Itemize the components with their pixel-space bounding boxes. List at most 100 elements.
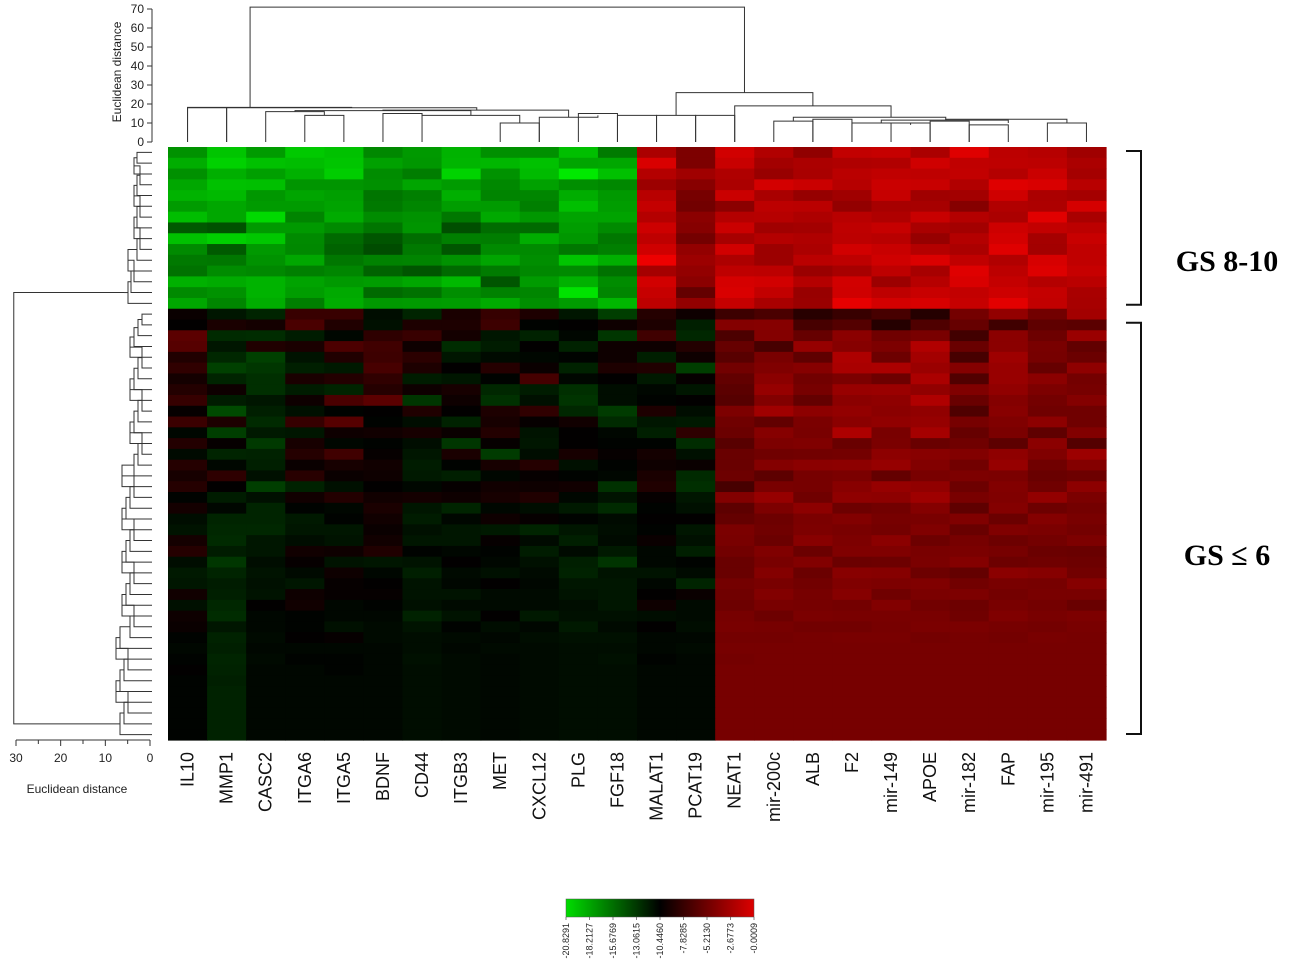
heatmap-cell xyxy=(285,686,325,698)
heatmap-cell xyxy=(676,599,716,612)
heatmap-cell xyxy=(715,578,755,590)
heatmap-cell xyxy=(871,330,912,342)
heatmap-cell xyxy=(246,664,286,676)
top-axis-tick-label: 60 xyxy=(131,21,145,35)
heatmap-cell xyxy=(988,545,1029,558)
heatmap-cell xyxy=(910,556,951,569)
heatmap-cell xyxy=(324,384,365,396)
heatmap-cell xyxy=(949,481,990,493)
heatmap-cell xyxy=(793,233,834,245)
heatmap-cell xyxy=(832,147,873,159)
heatmap-cell xyxy=(832,222,873,234)
heatmap-cell xyxy=(324,513,365,525)
heatmap-cell xyxy=(324,351,365,364)
heatmap-cell xyxy=(949,707,990,720)
heatmap-cell xyxy=(519,589,560,601)
heatmap-cell xyxy=(754,448,794,461)
heatmap-cell xyxy=(910,319,951,331)
heatmap-cell xyxy=(480,427,521,439)
heatmap-cell xyxy=(402,157,443,170)
heatmap-cell xyxy=(480,470,521,482)
heatmap-cell xyxy=(988,190,1029,202)
heatmap-cell xyxy=(676,330,716,342)
heatmap-cell xyxy=(207,319,247,331)
heatmap-cell xyxy=(871,448,912,461)
heatmap-cell xyxy=(754,545,794,558)
heatmap-cell xyxy=(324,341,365,353)
heatmap-cell xyxy=(207,632,247,644)
heatmap-cell xyxy=(207,492,247,504)
heatmap-cell xyxy=(285,362,325,375)
heatmap-cell xyxy=(558,373,599,385)
heatmap-cell xyxy=(597,308,638,321)
heatmap-cell xyxy=(363,556,404,569)
heatmap-cell xyxy=(949,589,990,601)
heatmap-cell xyxy=(207,599,247,612)
heatmap-cell xyxy=(1066,599,1107,612)
heatmap-cell xyxy=(558,157,599,170)
heatmap-cell xyxy=(988,556,1029,569)
heatmap-cell xyxy=(1027,513,1068,525)
heatmap-cell xyxy=(637,718,677,730)
colorbar-tick-label: -2.6773 xyxy=(726,923,736,954)
left-distance-axis: Euclidean distance 30 20 10 0 xyxy=(9,739,154,796)
heatmap-cell xyxy=(793,147,834,159)
heatmap-cell xyxy=(441,211,482,224)
heatmap-cell xyxy=(754,190,794,202)
heatmap-cell xyxy=(1066,589,1107,601)
heatmap-cell xyxy=(441,341,482,353)
heatmap-cell xyxy=(363,481,404,493)
heatmap-cell xyxy=(519,481,560,493)
heatmap-cell xyxy=(207,675,247,687)
heatmap-cell xyxy=(637,373,677,385)
heatmap-cell xyxy=(519,729,560,741)
heatmap-cell xyxy=(871,438,912,450)
left-axis-tick-label: 30 xyxy=(9,751,23,765)
heatmap-cell xyxy=(441,254,482,267)
heatmap-cell xyxy=(754,675,794,687)
heatmap-cell xyxy=(754,524,794,536)
heatmap-cell xyxy=(871,492,912,504)
heatmap-cell xyxy=(285,244,325,256)
heatmap-cell xyxy=(1027,610,1068,622)
heatmap-cell xyxy=(988,308,1029,321)
heatmap-cell xyxy=(754,319,794,331)
heatmap-cell xyxy=(441,448,482,461)
heatmap-cell xyxy=(519,330,560,342)
heatmap-cell xyxy=(754,686,794,698)
heatmap-cell xyxy=(597,718,638,730)
heatmap-cell xyxy=(597,545,638,558)
heatmap-cell xyxy=(754,718,794,730)
heatmap-cell xyxy=(246,642,286,655)
heatmap-cell xyxy=(832,524,873,536)
heatmap-cell xyxy=(832,438,873,450)
heatmap-cell xyxy=(1066,297,1107,310)
heatmap-cell xyxy=(949,287,990,299)
heatmap-cell xyxy=(715,276,755,288)
heatmap-cell xyxy=(910,696,951,709)
heatmap-cell xyxy=(832,448,873,461)
heatmap-cell xyxy=(637,211,677,224)
heatmap-cell xyxy=(754,578,794,590)
heatmap-cell xyxy=(637,405,677,418)
heatmap-cell xyxy=(988,330,1029,342)
heatmap-cell xyxy=(910,179,951,191)
heatmap-cell xyxy=(793,653,834,666)
heatmap-cell xyxy=(402,556,443,569)
heatmap-cell xyxy=(1066,545,1107,558)
heatmap-cell xyxy=(207,265,247,277)
heatmap-cell xyxy=(519,448,560,461)
heatmap-cell xyxy=(168,632,208,644)
heatmap-cell xyxy=(637,330,677,342)
heatmap-cell xyxy=(363,621,404,633)
heatmap-cell xyxy=(910,707,951,720)
heatmap-cell xyxy=(207,556,247,569)
heatmap-cell xyxy=(832,362,873,375)
heatmap-cell xyxy=(1027,373,1068,385)
heatmap-cell xyxy=(441,481,482,493)
heatmap-cell xyxy=(832,405,873,418)
heatmap-cell xyxy=(168,244,208,256)
heatmap-cell xyxy=(207,351,247,364)
heatmap-cell xyxy=(324,481,365,493)
heatmap-cell xyxy=(871,373,912,385)
